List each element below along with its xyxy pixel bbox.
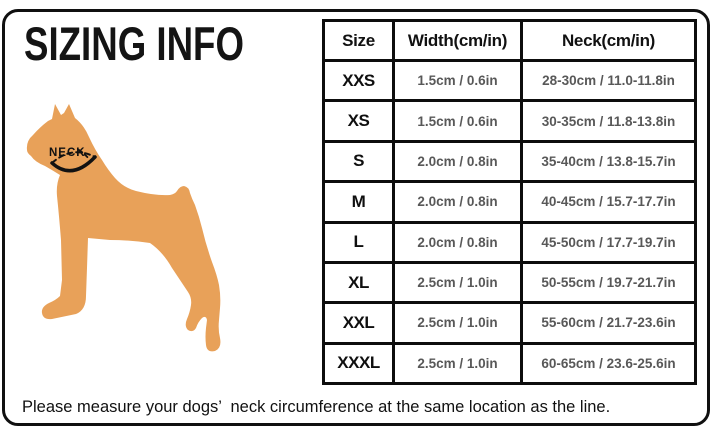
page-title: SIZING INFO <box>24 17 244 70</box>
size-cell: XXL <box>322 301 395 345</box>
table-row: L 2.0cm / 0.8in 45-50cm / 17.7-19.7in <box>322 220 697 264</box>
neck-cell: 35-40cm / 13.8-15.7in <box>520 139 697 184</box>
neck-pointer-dashes <box>78 149 90 160</box>
dog-silhouette <box>26 104 221 352</box>
neck-cell: 60-65cm / 23.6-25.6in <box>520 341 697 386</box>
size-cell: XS <box>322 99 395 143</box>
width-cell: 2.0cm / 0.8in <box>392 180 523 224</box>
table-row: XXXL 2.5cm / 1.0in 60-65cm / 23.6-25.6in <box>322 341 697 386</box>
neck-cell: 55-60cm / 21.7-23.6in <box>520 301 697 345</box>
neck-line-dashed-arc <box>51 151 96 164</box>
measure-note: Please measure your dogs’ neck circumfer… <box>22 398 611 416</box>
size-cell: S <box>322 139 395 184</box>
table-row: XXL 2.5cm / 1.0in 55-60cm / 21.7-23.6in <box>322 301 697 345</box>
size-cell: XL <box>322 260 395 305</box>
table-row: XS 1.5cm / 0.6in 30-35cm / 11.8-13.8in <box>322 99 697 143</box>
header-row: Size Width(cm/in) Neck(cm/in) <box>322 19 697 62</box>
col-header-size: Size <box>322 19 395 62</box>
neck-cell: 30-35cm / 11.8-13.8in <box>520 99 697 143</box>
col-header-neck: Neck(cm/in) <box>520 19 697 62</box>
neck-cell: 40-45cm / 15.7-17.7in <box>520 180 697 224</box>
width-cell: 1.5cm / 0.6in <box>392 99 523 143</box>
sizing-table: Size Width(cm/in) Neck(cm/in) XXS 1.5cm /… <box>322 19 697 386</box>
sizing-table-body: XXS 1.5cm / 0.6in 28-30cm / 11.0-11.8in XS 1… <box>322 58 697 386</box>
neck-cell: 28-30cm / 11.0-11.8in <box>520 58 697 103</box>
neck-cell: 45-50cm / 17.7-19.7in <box>520 220 697 264</box>
width-cell: 2.5cm / 1.0in <box>392 260 523 305</box>
sizing-table-header: Size Width(cm/in) Neck(cm/in) <box>322 19 697 62</box>
table-row: XL 2.5cm / 1.0in 50-55cm / 19.7-21.7in <box>322 260 697 305</box>
table-row: M 2.0cm / 0.8in 40-45cm / 15.7-17.7in <box>322 180 697 224</box>
panel-border <box>2 9 710 426</box>
width-cell: 2.0cm / 0.8in <box>392 220 523 264</box>
table-row: S 2.0cm / 0.8in 35-40cm / 13.8-15.7in <box>322 139 697 184</box>
neck-label: NECK <box>49 147 86 159</box>
width-cell: 1.5cm / 0.6in <box>392 58 523 103</box>
neck-cell: 50-55cm / 19.7-21.7in <box>520 260 697 305</box>
width-cell: 2.5cm / 1.0in <box>392 341 523 386</box>
table-row: XXS 1.5cm / 0.6in 28-30cm / 11.0-11.8in <box>322 58 697 103</box>
size-cell: M <box>322 180 395 224</box>
col-header-width: Width(cm/in) <box>392 19 523 62</box>
size-cell: L <box>322 220 395 264</box>
width-cell: 2.0cm / 0.8in <box>392 139 523 184</box>
size-cell: XXXL <box>322 341 395 386</box>
width-cell: 2.5cm / 1.0in <box>392 301 523 345</box>
neck-line-solid-arc <box>50 155 97 173</box>
size-cell: XXS <box>322 58 395 103</box>
